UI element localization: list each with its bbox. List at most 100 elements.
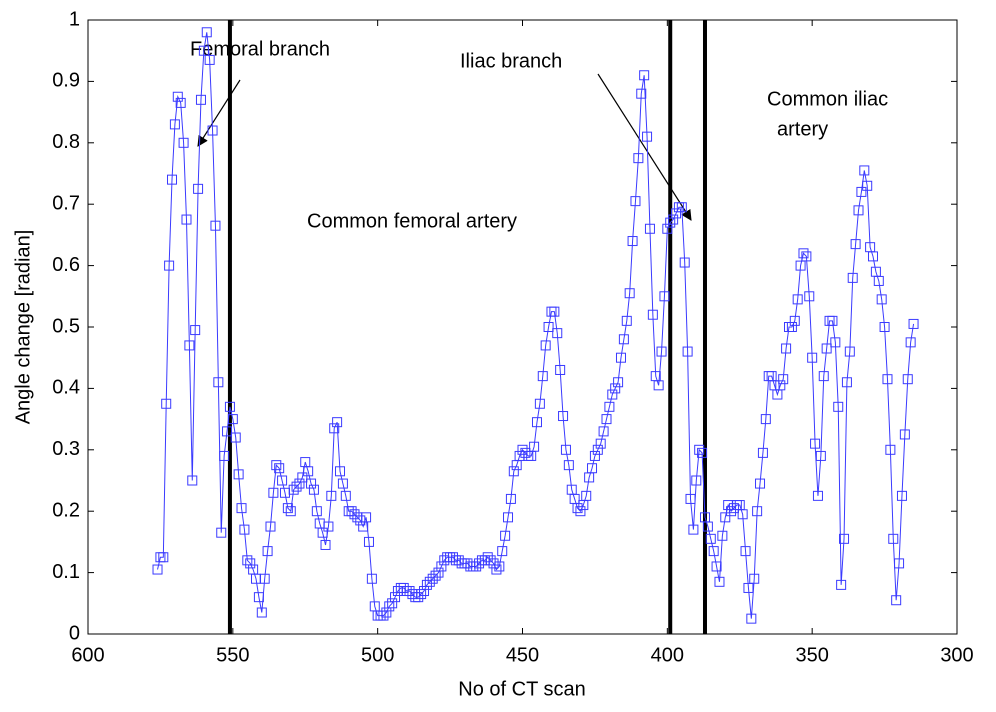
data-point [505, 493, 516, 504]
y-tick-label: 0.1 [52, 561, 80, 583]
data-point [242, 555, 253, 566]
data-point [789, 315, 800, 326]
data-point [549, 306, 560, 317]
data-point [361, 512, 372, 523]
data-point [164, 260, 175, 271]
data-point [598, 426, 609, 437]
data-point [630, 196, 641, 207]
data-point [902, 374, 913, 385]
y-tick-label: 0.4 [52, 377, 80, 399]
data-point [317, 527, 328, 538]
data-point [708, 546, 719, 557]
data-point [786, 322, 797, 332]
data-point [167, 174, 178, 185]
data-point [804, 291, 815, 302]
data-point [297, 472, 308, 483]
data-point [807, 352, 818, 363]
data-point [653, 380, 664, 391]
data-point [337, 478, 348, 489]
data-point [839, 533, 850, 544]
data-point [665, 217, 676, 228]
data-point [329, 423, 340, 434]
data-point [184, 340, 195, 351]
data-point [795, 260, 806, 271]
annotation: Common iliac [767, 88, 888, 110]
data-point [618, 334, 629, 345]
data-point [346, 506, 357, 517]
data-point [424, 576, 435, 587]
x-tick-label: 400 [651, 644, 684, 666]
data-point [404, 586, 415, 597]
data-point [894, 558, 905, 569]
data-point [836, 579, 847, 590]
data-point [169, 119, 180, 130]
data-point [644, 223, 655, 234]
data-point [384, 601, 395, 612]
data-point [413, 592, 424, 603]
data-point [213, 377, 224, 388]
data-point [885, 444, 896, 455]
data-point [827, 315, 838, 326]
annotation-arrow [197, 79, 241, 147]
data-point [876, 294, 887, 305]
data-point [508, 466, 519, 477]
data-point [757, 447, 768, 458]
data-point [899, 429, 910, 440]
data-point [659, 291, 670, 302]
data-point [595, 438, 606, 449]
y-tick-label: 0.3 [52, 438, 80, 460]
data-point [178, 137, 189, 148]
data-point [688, 524, 699, 535]
data-point [224, 401, 235, 412]
data-point [201, 27, 212, 38]
data-point [268, 487, 279, 498]
annotation: Iliac branch [460, 50, 562, 72]
data-point [755, 478, 766, 489]
data-point [668, 214, 679, 225]
data-point [812, 490, 823, 501]
data-point [792, 294, 803, 305]
x-tick-label: 600 [71, 644, 104, 666]
data-point [624, 288, 635, 299]
data-point [207, 125, 218, 136]
data-point [627, 236, 638, 247]
data-point [204, 54, 215, 65]
data-point [433, 567, 444, 578]
data-point [841, 377, 852, 388]
data-point [740, 546, 751, 557]
data-point [340, 490, 351, 501]
data-point [543, 322, 554, 332]
data-point [621, 315, 632, 326]
data-point [436, 561, 447, 572]
data-point [821, 343, 832, 354]
data-point [589, 450, 600, 461]
data-point [697, 447, 708, 458]
data-point [555, 364, 566, 375]
data-point [908, 318, 919, 329]
data-point [282, 503, 293, 514]
data-point [256, 607, 267, 618]
data-point [639, 70, 650, 81]
data-point [494, 561, 505, 572]
data-point [430, 570, 441, 581]
annotation: artery [777, 118, 828, 140]
data-point [711, 561, 722, 572]
data-point [233, 469, 244, 480]
data-point [601, 414, 612, 425]
data-point [749, 573, 760, 584]
data-point [271, 460, 282, 471]
data-point [363, 536, 374, 547]
data-point [633, 153, 644, 164]
plot-frame [87, 19, 958, 635]
data-point [810, 438, 821, 449]
x-axis-label: No of CT scan [458, 678, 585, 700]
data-point [230, 432, 241, 443]
data-point [488, 558, 499, 569]
data-point [332, 417, 343, 428]
data-point [679, 257, 690, 268]
data-point [581, 490, 592, 501]
data-point [781, 343, 792, 354]
data-point [850, 239, 861, 250]
data-point [529, 441, 540, 452]
data-point [390, 592, 401, 603]
